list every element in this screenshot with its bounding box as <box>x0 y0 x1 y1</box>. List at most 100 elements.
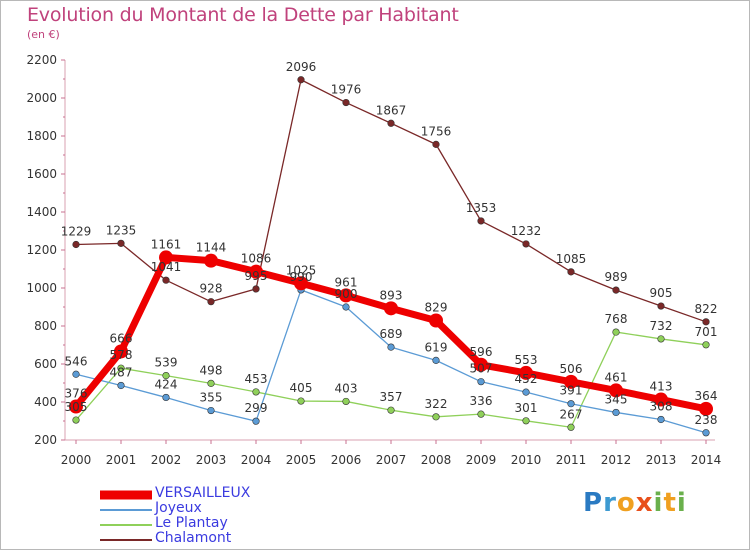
data-label: 1353 <box>466 201 497 215</box>
data-point <box>207 406 215 415</box>
data-point <box>342 98 350 107</box>
proxiti-logo: Proxiti <box>583 488 687 518</box>
data-point <box>387 343 395 351</box>
data-label: 1976 <box>331 83 362 97</box>
x-tick-label: 2005 <box>286 453 317 467</box>
legend-swatch <box>100 508 152 511</box>
x-tick-label: 2002 <box>151 453 182 467</box>
data-point <box>522 240 530 248</box>
data-point <box>699 401 713 416</box>
data-point <box>519 365 533 380</box>
data-point <box>432 140 440 148</box>
data-point <box>117 239 125 247</box>
data-label: 1867 <box>376 103 407 117</box>
data-point <box>522 388 530 396</box>
legend-swatch <box>100 490 152 499</box>
data-label: 822 <box>695 302 718 316</box>
data-point <box>297 397 305 405</box>
data-point <box>204 253 218 268</box>
data-point <box>162 393 170 402</box>
data-point <box>477 410 485 418</box>
legend-item: VERSAILLEUX <box>100 485 350 502</box>
y-tick-label: 1600 <box>26 167 57 181</box>
data-label: 1229 <box>61 224 92 238</box>
data-point <box>564 374 578 389</box>
data-point <box>342 397 350 406</box>
legend-swatch <box>100 538 152 541</box>
data-label: 238 <box>695 413 718 427</box>
data-point <box>207 298 215 306</box>
data-label: 553 <box>515 353 538 367</box>
data-point <box>114 344 128 359</box>
x-tick-label: 2010 <box>511 453 542 467</box>
legend: VERSAILLEUX Joyeux Le Plantay Chalamont <box>100 485 350 547</box>
data-label: 701 <box>695 325 718 339</box>
x-tick-label: 2001 <box>106 453 137 467</box>
data-label: 989 <box>605 270 628 284</box>
legend-label: Le Plantay <box>155 515 228 531</box>
data-label: 364 <box>695 389 718 403</box>
data-point <box>612 408 620 417</box>
data-point <box>72 416 80 424</box>
data-label: 578 <box>110 348 133 362</box>
data-label: 461 <box>605 370 628 384</box>
data-point <box>72 240 80 249</box>
legend-label: Chalamont <box>155 530 232 546</box>
y-tick-label: 1200 <box>26 243 57 257</box>
data-label: 928 <box>200 282 223 296</box>
legend-item: Joyeux <box>100 500 350 517</box>
data-label: 299 <box>245 401 268 415</box>
data-point <box>69 399 83 414</box>
data-label: 1161 <box>151 237 182 251</box>
x-tick-label: 2003 <box>196 453 227 467</box>
data-label: 345 <box>605 392 628 406</box>
data-label: 305 <box>65 400 88 414</box>
data-label: 1025 <box>286 263 317 277</box>
data-point <box>432 413 440 421</box>
data-label: 357 <box>380 390 403 404</box>
data-point <box>612 286 620 294</box>
x-tick-label: 2014 <box>691 453 722 467</box>
data-label: 453 <box>245 372 268 386</box>
y-tick-label: 400 <box>34 395 57 409</box>
y-tick-label: 2000 <box>26 91 57 105</box>
data-point <box>249 264 263 279</box>
data-point <box>252 417 260 425</box>
data-point <box>522 417 530 425</box>
data-point <box>567 423 575 431</box>
data-label: 405 <box>290 381 313 395</box>
data-label: 452 <box>515 372 538 386</box>
data-label: 961 <box>335 275 358 289</box>
data-label: 732 <box>650 319 673 333</box>
data-label: 1756 <box>421 124 452 138</box>
data-label: 301 <box>515 401 538 415</box>
data-point <box>162 276 170 284</box>
data-label: 506 <box>560 362 583 376</box>
data-label: 539 <box>155 356 178 370</box>
x-tick-label: 2006 <box>331 453 362 467</box>
data-label: 498 <box>200 363 223 377</box>
data-label: 893 <box>380 288 403 302</box>
data-point <box>117 364 125 372</box>
legend-label: VERSAILLEUX <box>155 485 251 501</box>
data-point <box>432 356 440 364</box>
x-tick-label: 2011 <box>556 453 587 467</box>
legend-label: Joyeux <box>155 500 202 516</box>
data-label: 689 <box>380 327 403 341</box>
data-label: 1085 <box>556 252 587 266</box>
data-point <box>384 301 398 316</box>
x-tick-label: 2007 <box>376 453 407 467</box>
x-tick-label: 2008 <box>421 453 452 467</box>
data-label: 391 <box>560 384 583 398</box>
data-point <box>207 379 215 387</box>
data-label: 1041 <box>151 260 182 274</box>
data-point <box>702 318 710 326</box>
data-point <box>612 328 620 336</box>
data-point <box>567 268 575 276</box>
data-label: 424 <box>155 377 178 391</box>
data-point <box>342 303 350 311</box>
data-point <box>657 415 665 424</box>
y-tick-label: 200 <box>34 433 57 447</box>
y-tick-label: 1800 <box>26 129 57 143</box>
